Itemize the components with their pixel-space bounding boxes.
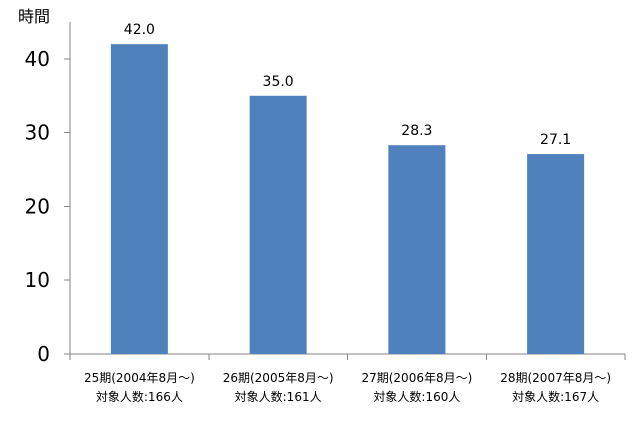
data-labels: 42.0 35.0 28.3 27.1 <box>124 22 571 148</box>
y-axis-label: 時間 <box>18 7 50 26</box>
bar <box>249 95 307 355</box>
y-axis: 0 10 20 30 40 <box>25 22 71 366</box>
data-label: 27.1 <box>540 132 571 148</box>
y-tick-label: 20 <box>25 194 50 218</box>
bar <box>110 44 168 355</box>
bar-series <box>110 44 585 355</box>
y-tick-label: 10 <box>25 268 50 292</box>
category-label-line2: 対象人数:166人 <box>96 389 183 404</box>
data-label: 42.0 <box>124 22 155 38</box>
y-tick-label: 30 <box>25 121 50 145</box>
y-tick-label: 40 <box>25 47 50 71</box>
category-label-line1: 27期(2006年8月～) <box>361 371 472 385</box>
category-labels: 25期(2004年8月～) 対象人数:166人 26期(2005年8月～) 対象人数:… <box>84 371 611 404</box>
category-label-line1: 28期(2007年8月～) <box>500 371 611 385</box>
category-label-line2: 対象人数:160人 <box>373 389 460 404</box>
y-tick-label: 0 <box>37 342 50 366</box>
category-label-line2: 対象人数:167人 <box>512 389 599 404</box>
x-axis <box>69 353 626 360</box>
data-label: 28.3 <box>401 123 432 139</box>
data-label: 35.0 <box>263 74 294 90</box>
category-label-line1: 26期(2005年8月～) <box>223 371 334 385</box>
category-label-line1: 25期(2004年8月～) <box>84 371 195 385</box>
category-label-line2: 対象人数:161人 <box>235 389 322 404</box>
bar <box>527 154 585 354</box>
bar <box>388 145 446 354</box>
